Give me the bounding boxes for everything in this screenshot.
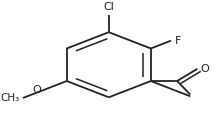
Text: CH₃: CH₃ — [1, 93, 20, 103]
Text: Cl: Cl — [103, 2, 114, 12]
Text: O: O — [200, 64, 209, 74]
Text: F: F — [175, 36, 181, 46]
Text: O: O — [32, 85, 41, 95]
